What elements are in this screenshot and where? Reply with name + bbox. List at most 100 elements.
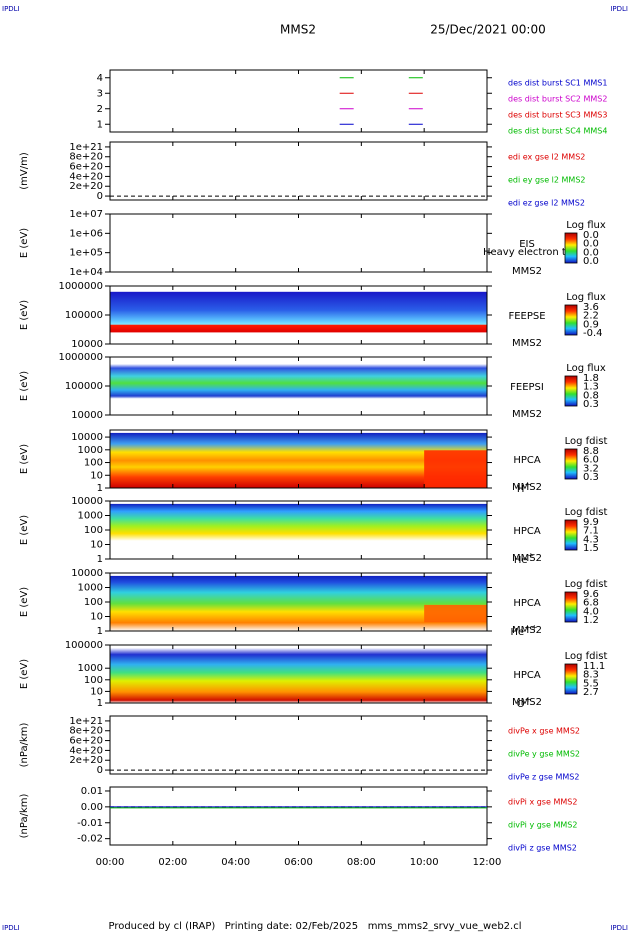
colorbar-title: Log fdist xyxy=(565,507,608,518)
y-axis-label: E (eV) xyxy=(19,659,30,689)
colorbar-label: 1.5 xyxy=(583,543,599,554)
y-tick-label: 1000 xyxy=(78,663,103,674)
colorbar-label: 0.0 xyxy=(583,256,599,267)
colorbar-title: Log fdist xyxy=(565,651,608,662)
colorbar xyxy=(564,663,578,695)
y-tick-label: 10000 xyxy=(71,568,103,579)
colorbar-label: 9.9 xyxy=(583,517,599,528)
y-tick-label: 100 xyxy=(84,675,103,686)
x-tick-label: 10:00 xyxy=(410,857,439,868)
panel-frame xyxy=(109,715,488,775)
y-axis-label: (nPa/km) xyxy=(19,723,30,768)
y-axis-label: E (eV) xyxy=(19,515,30,545)
y-tick-label: -0.02 xyxy=(77,834,103,845)
y-tick-label: 6e+20 xyxy=(69,736,103,747)
panel-label: EIS xyxy=(519,239,535,250)
y-tick-label: 1 xyxy=(97,698,103,709)
y-tick-label: 1e+05 xyxy=(69,248,103,259)
colorbar-title: Log flux xyxy=(566,292,606,303)
y-tick-label: 1000000 xyxy=(58,281,103,292)
colorbar-label: 5.5 xyxy=(583,678,599,689)
y-tick-label: 1 xyxy=(97,554,103,565)
colorbar xyxy=(564,375,578,407)
y-tick-label: 1000 xyxy=(78,511,103,522)
y-tick-label: 10 xyxy=(90,612,103,623)
panel-label: FEEPSE xyxy=(508,311,545,322)
colorbar-title: Log flux xyxy=(566,220,606,231)
panel-frame xyxy=(109,213,488,273)
colorbar-label: 0.0 xyxy=(583,247,599,258)
x-tick-label: 06:00 xyxy=(284,857,313,868)
y-tick-label: 10000 xyxy=(71,339,103,350)
colorbar-label: 6.8 xyxy=(583,598,599,609)
y-axis-label: E (eV) xyxy=(19,371,30,401)
spectrogram xyxy=(110,647,487,703)
y-axis-label: E (eV) xyxy=(19,444,30,474)
y-tick-label: 4e+20 xyxy=(69,171,103,182)
spectrogram xyxy=(110,575,487,631)
colorbar xyxy=(564,232,578,264)
panel-label: HPCA xyxy=(513,455,541,466)
panel-frame xyxy=(109,69,488,133)
colorbar-label: 8.8 xyxy=(583,446,599,457)
y-tick-label: 10 xyxy=(90,686,103,697)
title: MMS2 xyxy=(280,23,316,37)
colorbar-label: 8.3 xyxy=(583,670,599,681)
panel-label: FEEPSI xyxy=(510,382,544,393)
colorbar-label: 0.9 xyxy=(583,319,599,330)
colorbar xyxy=(564,304,578,336)
panel-label: HPCA xyxy=(513,670,541,681)
colorbar xyxy=(564,519,578,551)
y-tick-label: 2 xyxy=(97,104,103,115)
colorbar-label: 0.8 xyxy=(583,390,599,401)
legend-label: divPe x gse MMS2 xyxy=(508,727,580,736)
panel-label: MMS2 xyxy=(512,338,542,349)
panel-label: MMS2 xyxy=(512,482,542,493)
colorbar-label: 1.8 xyxy=(583,373,599,384)
y-tick-label: 8e+20 xyxy=(69,152,103,163)
panel-label: HPCA xyxy=(513,526,541,537)
y-tick-label: 1 xyxy=(97,483,103,494)
legend-label: divPe y gse MMS2 xyxy=(508,750,580,759)
colorbar-label: 0.0 xyxy=(583,239,599,250)
colorbar-label: 3.6 xyxy=(583,302,599,313)
y-tick-label: 0 xyxy=(97,191,103,202)
y-tick-label: 100000 xyxy=(65,381,103,392)
corner-label: IPDLI xyxy=(2,5,20,13)
y-tick-label: 10000 xyxy=(71,432,103,443)
panel-label: HPCA xyxy=(513,598,541,609)
x-tick-label: 12:00 xyxy=(473,857,502,868)
spectrogram-feature xyxy=(424,604,487,623)
y-tick-label: 8e+20 xyxy=(69,726,103,737)
legend-label: des dist burst SC1 MMS1 xyxy=(508,79,607,88)
legend-label: divPi z gse MMS2 xyxy=(508,844,577,853)
y-tick-label: 4e+20 xyxy=(69,745,103,756)
legend-label: edi ex gse l2 MMS2 xyxy=(508,153,585,162)
colorbar-label: 9.6 xyxy=(583,589,599,600)
y-axis-label: E (eV) xyxy=(19,587,30,617)
species-label: H+ xyxy=(517,480,531,496)
y-tick-label: 1e+21 xyxy=(69,142,103,153)
colorbar-label: -0.4 xyxy=(583,328,603,339)
panel-label: MMS2 xyxy=(512,409,542,420)
y-tick-label: 1 xyxy=(97,119,103,130)
panel-frame xyxy=(109,786,488,846)
y-tick-label: 100 xyxy=(84,525,103,536)
y-tick-label: 1e+07 xyxy=(69,209,103,220)
legend-label: divPi y gse MMS2 xyxy=(508,821,577,830)
y-tick-label: 1000000 xyxy=(58,352,103,363)
colorbar-label: 4.0 xyxy=(583,606,599,617)
corner-label: IPDLI xyxy=(610,924,628,932)
legend-label: des dist burst SC3 MMS3 xyxy=(508,111,607,120)
y-axis-label: E (eV) xyxy=(19,300,30,330)
colorbar-label: 0.3 xyxy=(583,399,599,410)
panel-label: MMS2 xyxy=(512,553,542,564)
y-axis-label: (nPa/km) xyxy=(19,794,30,839)
y-tick-label: 10000 xyxy=(71,410,103,421)
spectrogram-feature xyxy=(424,450,487,488)
y-tick-label: 4 xyxy=(97,73,103,84)
y-tick-label: 3 xyxy=(97,88,103,99)
panel-label: Heavy electron to xyxy=(483,247,572,258)
date: 25/Dec/2021 00:00 xyxy=(430,23,546,37)
y-tick-label: 1 xyxy=(97,626,103,637)
